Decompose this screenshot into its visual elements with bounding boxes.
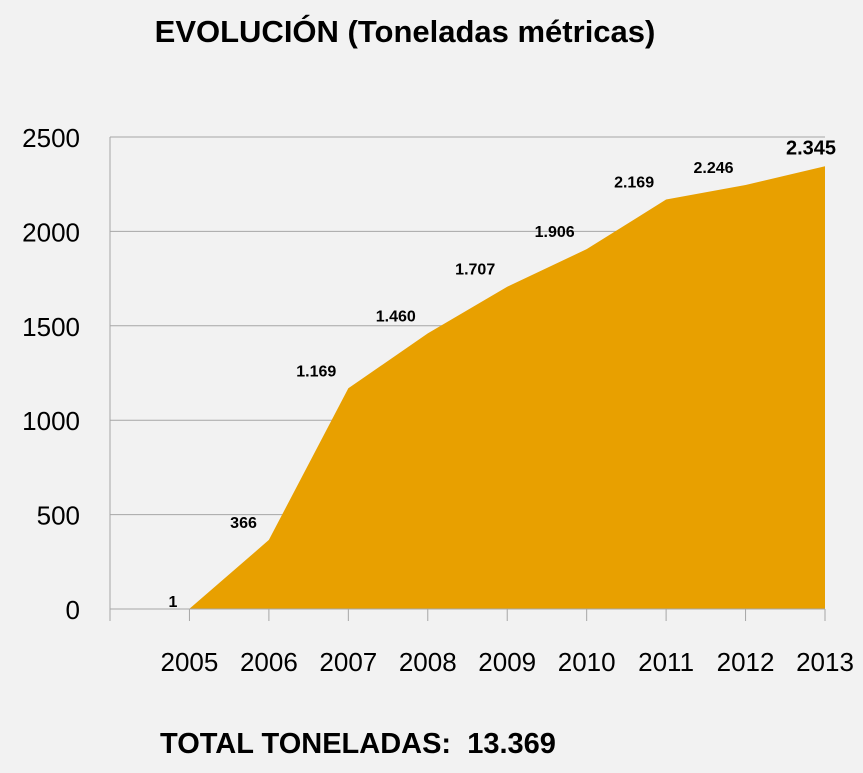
x-tick-label-2005: 2005 [161,647,219,677]
data-label-2013: 2.345 [786,137,836,159]
y-tick-label-1000: 1000 [22,406,80,436]
data-label-2012: 2.246 [694,160,734,177]
x-tick-label-2007: 2007 [319,647,377,677]
data-label-2007: 1.169 [296,363,336,380]
chart-title: EVOLUCIÓN (Toneladas métricas) [154,14,656,49]
y-axis-ticks: 0 500 1000 1500 2000 2500 [22,123,80,625]
total-tonnage: TOTAL TONELADAS: 13.369 [160,728,556,761]
x-tick-label-2009: 2009 [478,647,536,677]
y-tick-label-1500: 1500 [22,312,80,342]
data-label-2010: 1.906 [535,224,575,241]
total-value: 13.369 [467,728,556,760]
y-tick-label-2500: 2500 [22,123,80,153]
y-tick-label-0: 0 [66,595,80,625]
data-label-2005: 1 [169,594,178,611]
data-labels: 1 366 1.169 1.460 1.707 1.906 2.169 2.246 2.345 [169,137,836,611]
x-tick-label-2008: 2008 [399,647,457,677]
x-tick-label-2012: 2012 [717,647,775,677]
y-tick-label-500: 500 [37,501,80,531]
x-axis: 2005 2006 2007 2008 2009 2010 2011 2012 2013 [109,608,854,677]
data-label-2006: 366 [230,515,257,532]
data-label-2008: 1.460 [376,308,416,325]
x-tick-label-2010: 2010 [558,647,616,677]
data-label-2011: 2.169 [614,174,654,191]
total-label: TOTAL TONELADAS: [160,728,452,760]
x-tick-label-2006: 2006 [240,647,298,677]
area-series [189,166,825,609]
x-tick-label-2013: 2013 [796,647,854,677]
y-tick-label-2000: 2000 [22,217,80,247]
area-fill [189,166,825,609]
x-tick-label-2011: 2011 [638,647,694,677]
data-label-2009: 1.707 [455,262,495,279]
